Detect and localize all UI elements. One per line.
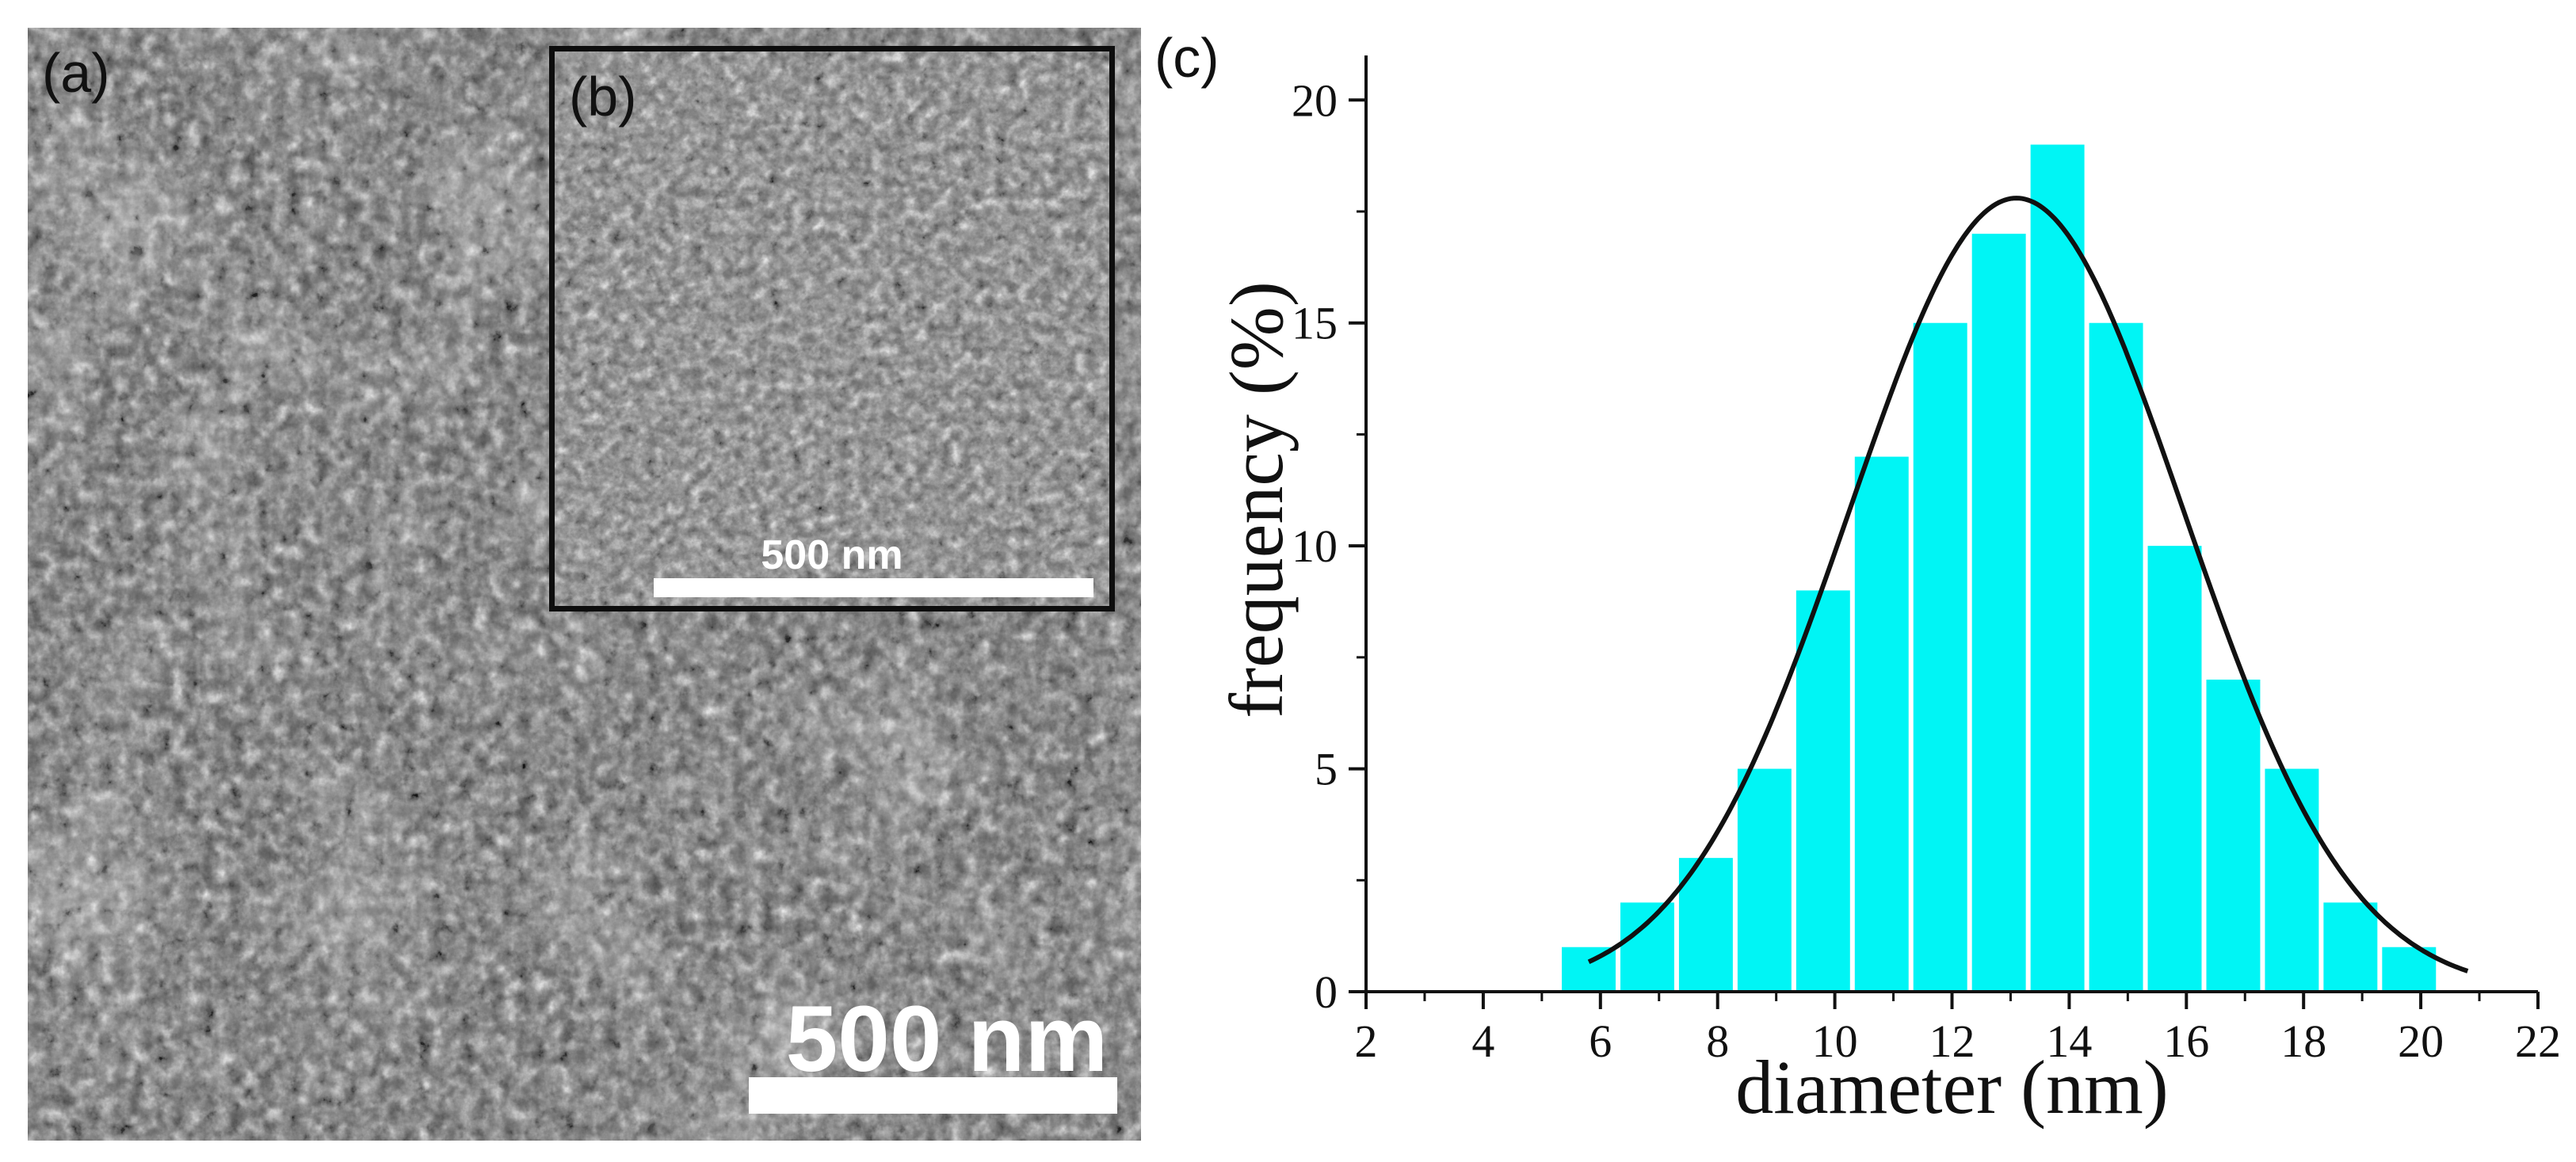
panel-b-label: (b)	[569, 66, 637, 128]
x-tick-label: 2	[1355, 1015, 1378, 1067]
x-tick-label: 8	[1706, 1015, 1729, 1067]
histogram-bar-5	[1796, 590, 1850, 992]
sem-inset-panel-b: (b) 500 nm	[549, 46, 1115, 611]
x-tick-label: 10	[1812, 1015, 1858, 1067]
x-axis-label: diameter (nm)	[1735, 1045, 2168, 1130]
histogram-bar-2	[1620, 902, 1674, 992]
scale-bar-label-b: 500 nm	[761, 532, 903, 578]
y-tick-label: 0	[1315, 966, 1338, 1018]
diameter-histogram: 2 4 6 8 10 12 14 16 18 20 22 0 5 10 15 20 diameter (nm)…	[1214, 55, 2561, 1130]
x-tick-label: 6	[1589, 1015, 1612, 1067]
y-axis-label: frequency (%)	[1214, 281, 1299, 718]
gaussian-fit-curve	[1587, 196, 2469, 973]
histogram-bar-7	[1913, 322, 1967, 992]
histogram-bars	[1562, 144, 2437, 992]
histogram-bar-4	[1737, 768, 1792, 992]
histogram-bar-8	[1971, 234, 2026, 992]
histogram-bar-13	[2265, 768, 2319, 992]
scale-bar-label-a: 500 nm	[785, 987, 1109, 1092]
histogram-bar-10	[2089, 322, 2143, 992]
histogram-bar-12	[2206, 680, 2261, 992]
x-tick-label: 22	[2515, 1015, 2561, 1067]
x-tick-label: 16	[2163, 1015, 2209, 1067]
y-tick-label: 10	[1292, 520, 1338, 572]
panel-c-label: (c)	[1154, 27, 1219, 89]
x-tick-label: 18	[2280, 1015, 2326, 1067]
scale-bar-b	[654, 578, 1093, 597]
axis-ticks: 2 4 6 8 10 12 14 16 18 20 22 0 5 10 15 20	[1292, 74, 2561, 1067]
x-tick-label: 20	[2398, 1015, 2444, 1067]
x-tick-label: 14	[2046, 1015, 2092, 1067]
x-tick-label: 4	[1471, 1015, 1494, 1067]
histogram-bar-11	[2147, 546, 2202, 992]
histogram-bar-14	[2323, 902, 2378, 992]
y-tick-label: 15	[1292, 298, 1338, 349]
histogram-bar-9	[2030, 144, 2085, 992]
y-tick-label: 5	[1315, 744, 1338, 795]
scale-bar-a	[749, 1077, 1117, 1114]
sem-texture-b	[555, 51, 1109, 606]
x-tick-label: 12	[1929, 1015, 1975, 1067]
y-tick-label: 20	[1292, 74, 1338, 126]
panel-a-label: (a)	[42, 42, 110, 104]
histogram-bar-6	[1854, 456, 1909, 992]
